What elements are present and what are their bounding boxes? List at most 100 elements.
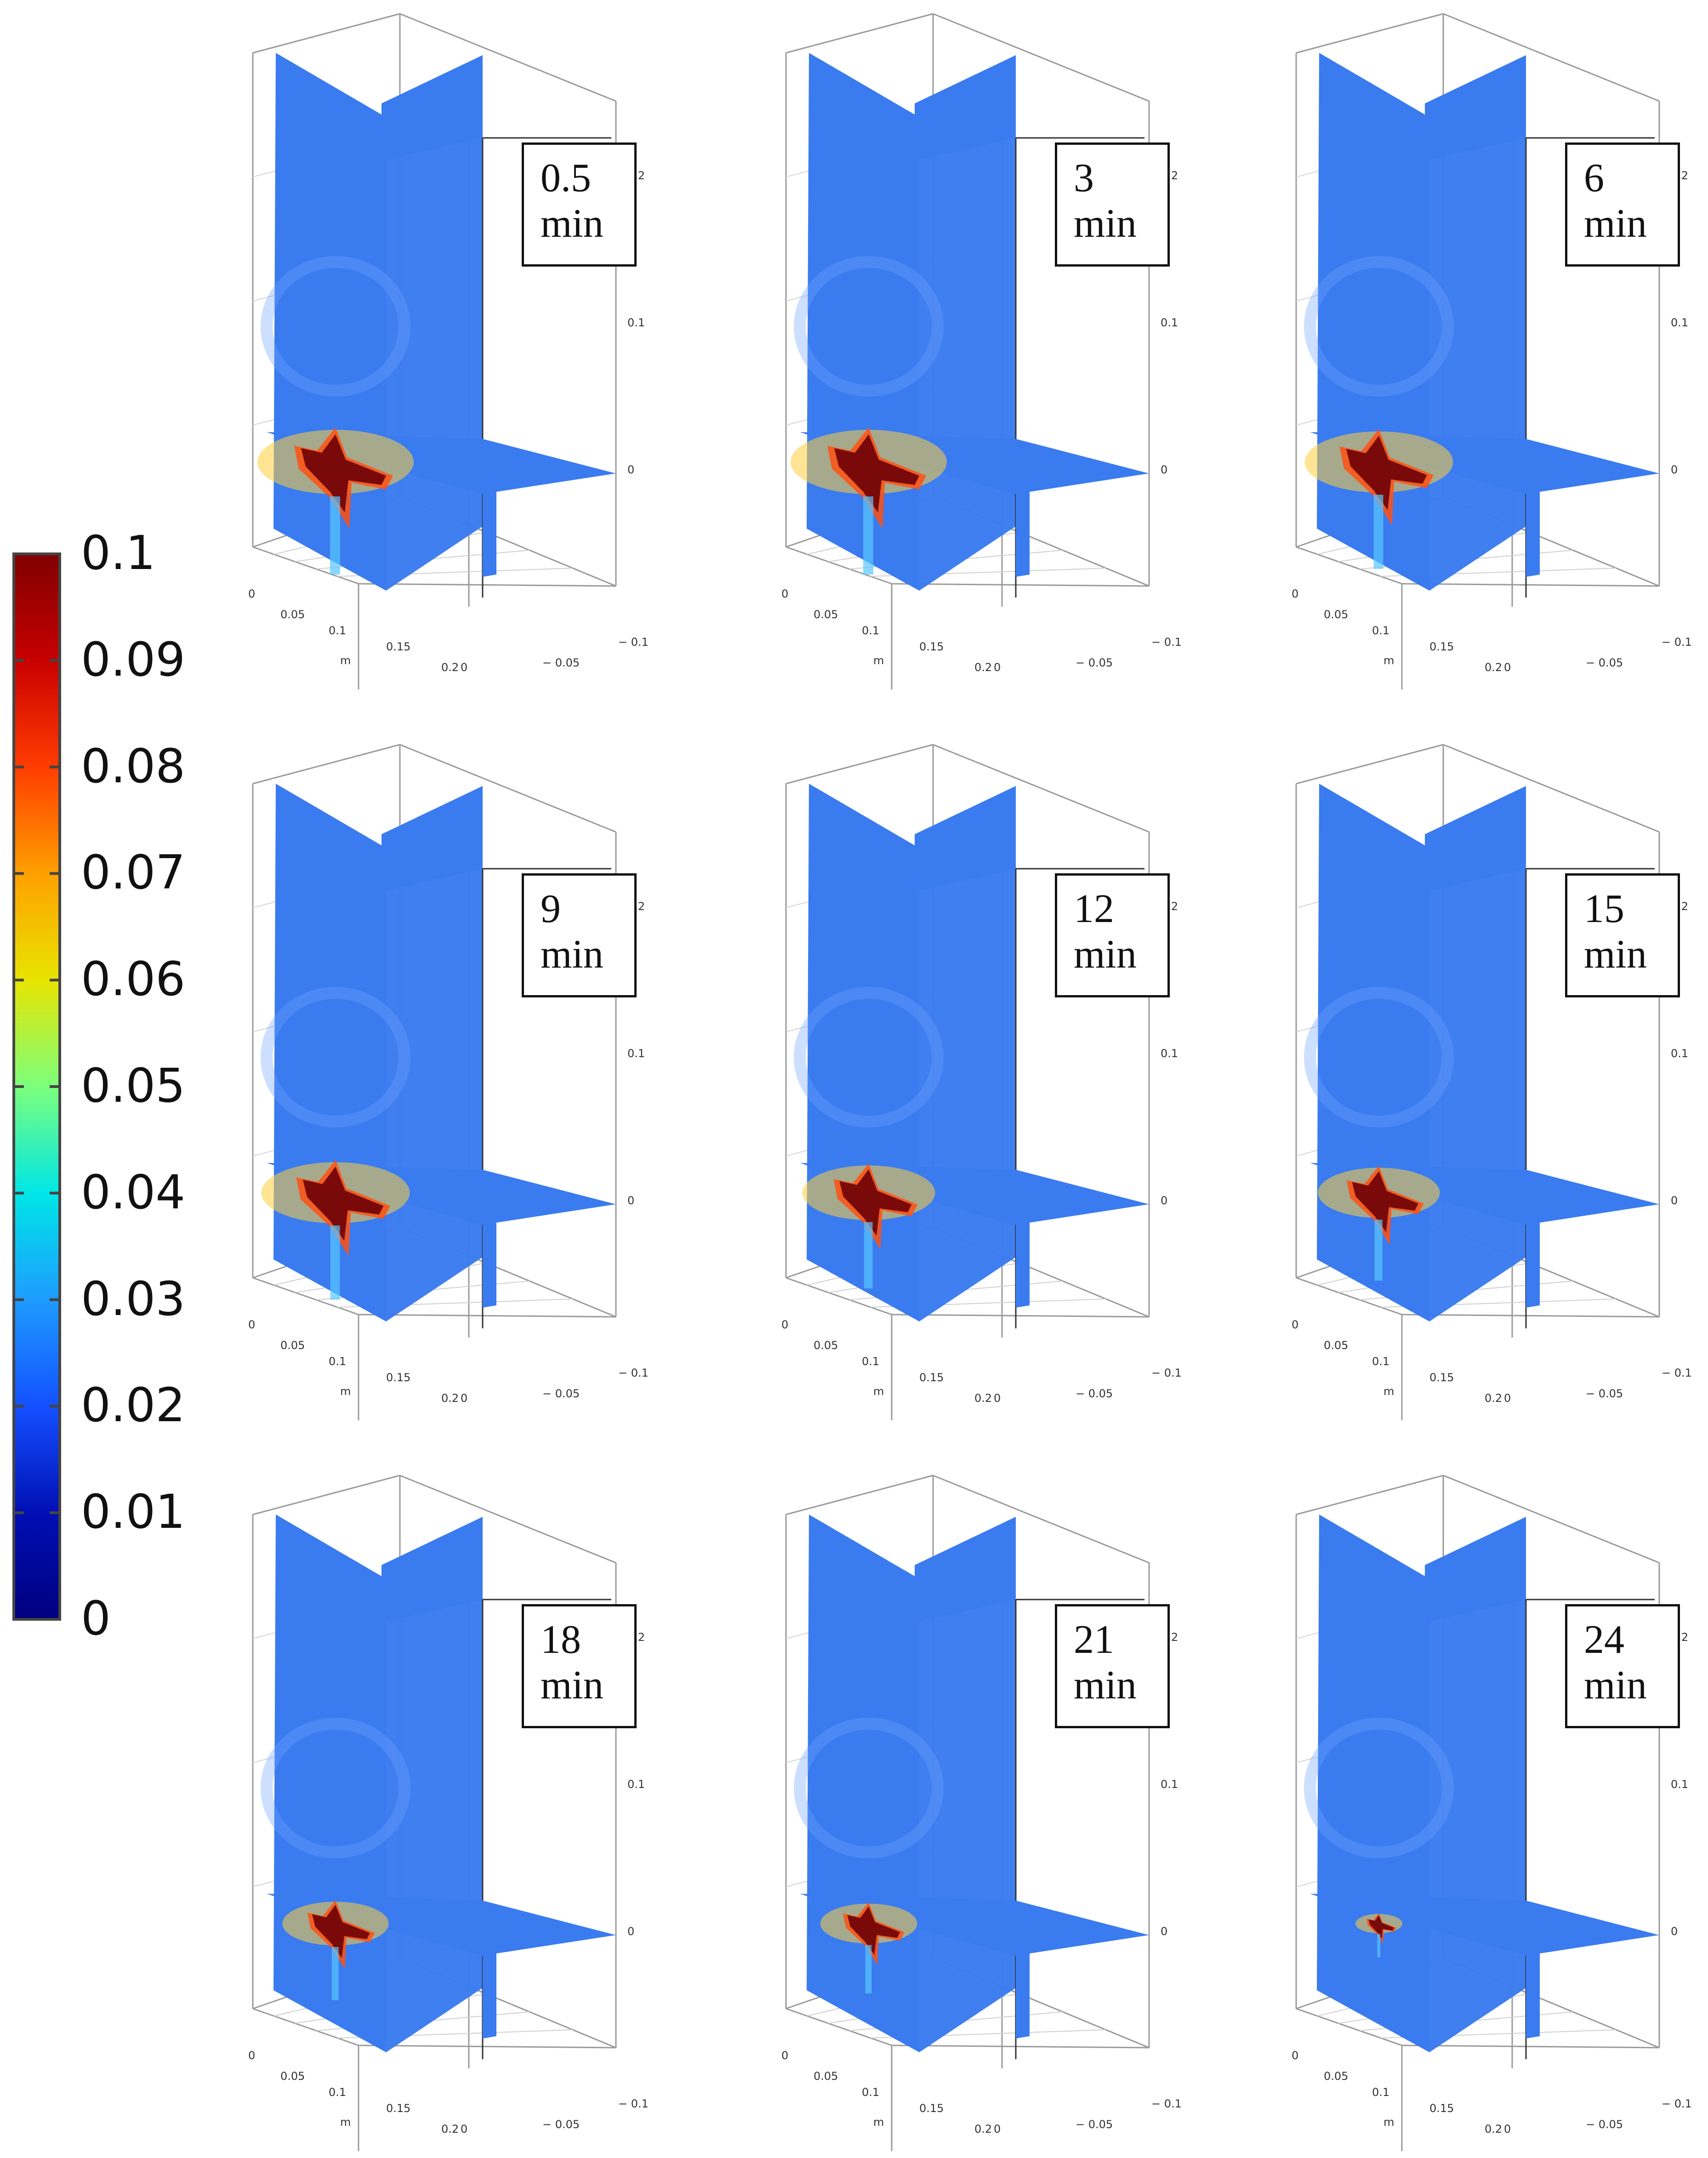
horizontal-slice (267, 1894, 616, 2038)
diffusion-halo (261, 987, 410, 1127)
horizontal-slice (800, 1163, 1149, 1308)
axis-tick-label: m (340, 2116, 351, 2129)
diffusion-halo (261, 256, 410, 397)
box-edge (1296, 1277, 1402, 1315)
box-edge (252, 546, 359, 585)
top-notch (381, 55, 483, 161)
axis-tick-label: 0 (461, 661, 467, 674)
hot-trail (330, 1225, 340, 1300)
diffusion-halo (794, 987, 944, 1127)
box-edge (891, 1314, 1150, 1318)
time-label: 21 min (1055, 1604, 1170, 1728)
box-edge (786, 546, 892, 585)
vertical-slice-back (807, 1515, 919, 2052)
hot-core (839, 1169, 912, 1236)
horizontal-slice (1310, 1163, 1659, 1308)
colorbar-tick-label: 0.06 (81, 952, 186, 1007)
axis-tick-label: 0 (1292, 587, 1298, 600)
hot-core (302, 1167, 384, 1241)
axis-tick-label: m (873, 2116, 884, 2129)
axis-tick-label: 0 (248, 2049, 255, 2062)
axis-tick-label: 0.1 (1161, 1778, 1178, 1791)
axis-tick-label: − 0.05 (542, 2118, 580, 2131)
box-edge (933, 13, 1150, 102)
axis-tick-label: 0 (1504, 1392, 1511, 1405)
hot-core (301, 434, 386, 512)
box-edge (252, 2008, 359, 2046)
colorbar-tick-label: 0.04 (81, 1165, 186, 1220)
hot-trail (1374, 1219, 1383, 1281)
axis-tick-label: 0 (994, 2123, 1001, 2135)
axis-tick-label: 0 (1292, 1318, 1298, 1331)
axis-tick-label: 0.05 (1324, 2070, 1348, 2083)
axis-tick-label: 0.15 (919, 2102, 944, 2115)
axis-tick-label: − 0.05 (1586, 656, 1623, 669)
axis-tick-label: 0.2 (441, 2123, 459, 2135)
axis-tick-label: 0.15 (919, 640, 944, 653)
hot-trail (1373, 495, 1383, 569)
time-value: 15 (1584, 887, 1624, 931)
vertical-slice-back (1317, 53, 1429, 591)
colorbar-tick-label: 0.01 (81, 1485, 186, 1540)
hot-trail (1377, 1934, 1380, 1958)
time-label: 3 min (1055, 142, 1170, 267)
box-edge (1401, 1314, 1660, 1318)
axis-tick-label: 0.1 (1671, 1778, 1688, 1791)
axis-tick-label: 0.05 (280, 608, 305, 621)
axis-tick-label: 0.05 (280, 2070, 305, 2083)
colorbar-tick-label: 0.1 (81, 526, 156, 581)
box-edge (1443, 1475, 1660, 1564)
axis-tick-label: 0 (1671, 1925, 1678, 1938)
hot-region (1318, 1166, 1440, 1281)
axis-tick-label: − 0.1 (618, 636, 649, 649)
hot-core (1368, 1915, 1394, 1939)
top-notch (1425, 786, 1526, 892)
axis-tick-label: m (1383, 1385, 1394, 1398)
box-edge (1296, 1475, 1444, 1515)
axis-tick-label: 0.15 (1429, 1371, 1454, 1384)
box-edge (1401, 2044, 1660, 2049)
hot-core (847, 1906, 900, 1955)
axis-tick-label: − 0.1 (1662, 636, 1692, 649)
axis-tick-label: 0 (1161, 463, 1167, 476)
axis-tick-label: − 0.1 (1151, 636, 1182, 649)
axis-tick-label: 0.2 (1485, 661, 1502, 674)
time-unit: min (1074, 932, 1137, 977)
top-notch (1425, 1517, 1526, 1623)
horizontal-slice (800, 1894, 1149, 2038)
axis-tick-label: − 0.1 (1151, 1367, 1182, 1379)
hot-region (257, 427, 414, 575)
box-edge (252, 1277, 359, 1315)
vertical-slice-back (807, 784, 919, 1321)
top-notch (381, 1517, 483, 1623)
colorbar-tick-label: 0.08 (81, 739, 186, 794)
colorbar-tick-label: 0.07 (81, 845, 186, 900)
time-unit: min (541, 201, 603, 246)
axis-tick-label: 0.2 (1485, 1392, 1502, 1405)
box-edge (786, 1277, 892, 1315)
box-edge (891, 583, 1150, 587)
hot-region (820, 1902, 917, 1993)
axis-tick-label: 0.2 (974, 1392, 992, 1405)
horizontal-slice (800, 432, 1149, 577)
axis-tick-label: 0 (1671, 463, 1678, 476)
box-edge (399, 1475, 616, 1564)
axis-tick-label: 0.2 (1485, 2123, 1502, 2135)
axis-tick-label: 0.1 (329, 2086, 346, 2099)
axis-tick-label: 0.1 (1372, 2086, 1389, 2099)
box-edge (252, 744, 400, 785)
axis-tick-label: 0 (1292, 2049, 1298, 2062)
box-edge (891, 2044, 1150, 2049)
horizontal-slice (267, 1163, 616, 1308)
axis-tick-label: 0.05 (814, 608, 838, 621)
hot-core (1346, 436, 1427, 510)
time-unit: min (1074, 201, 1137, 246)
axis-tick-label: 0 (781, 1318, 788, 1331)
